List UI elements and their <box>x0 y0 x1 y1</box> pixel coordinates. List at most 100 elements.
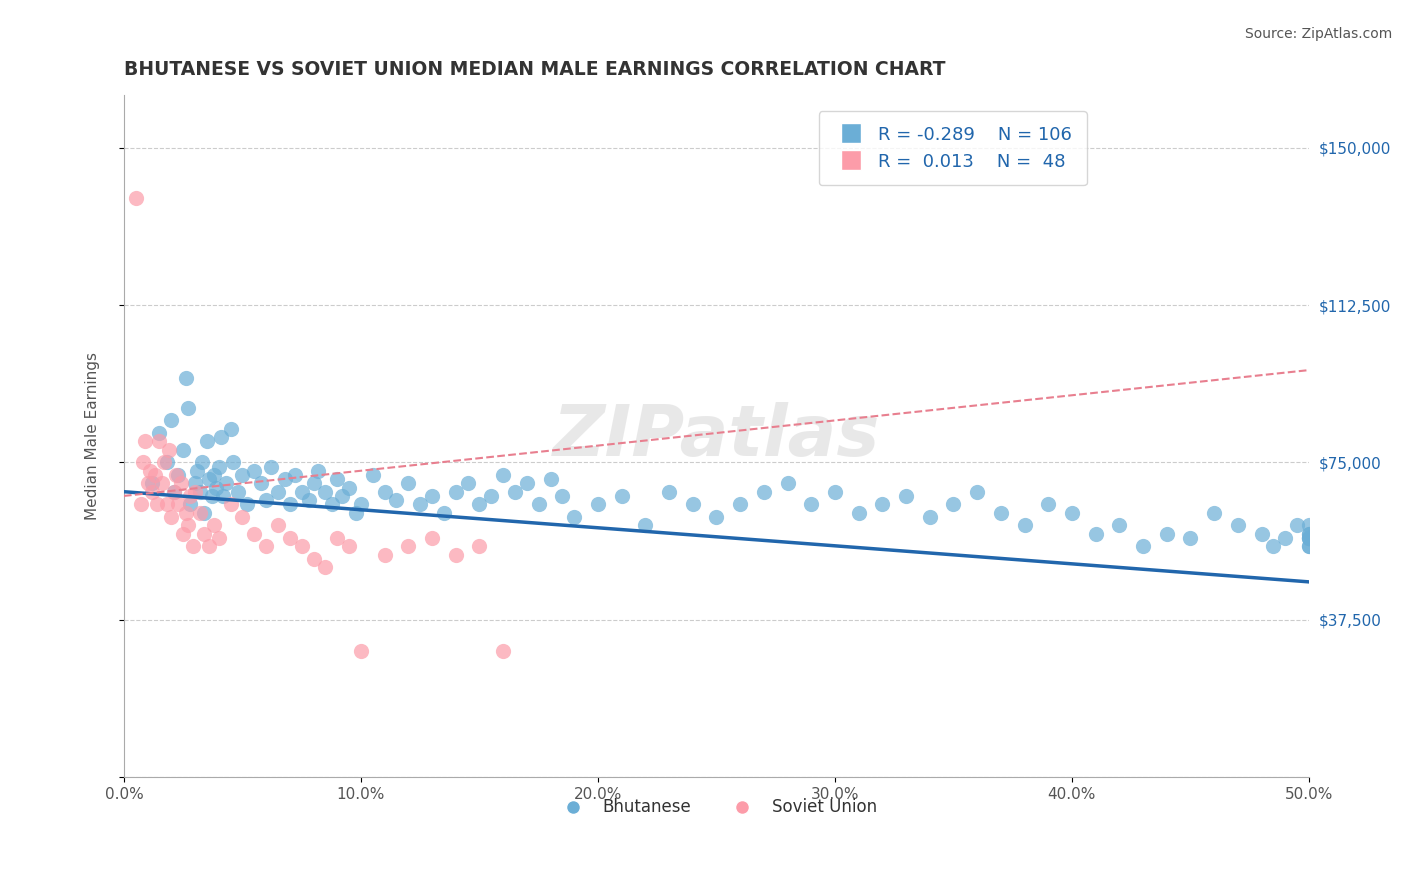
Point <box>250 476 273 491</box>
Point <box>1132 539 1154 553</box>
Point <box>1180 531 1202 545</box>
Point <box>682 497 704 511</box>
Point <box>1298 518 1320 533</box>
Point <box>160 509 183 524</box>
Point <box>167 467 190 482</box>
Point <box>153 455 176 469</box>
Point <box>872 497 894 511</box>
Point <box>409 497 432 511</box>
Text: BHUTANESE VS SOVIET UNION MEDIAN MALE EARNINGS CORRELATION CHART: BHUTANESE VS SOVIET UNION MEDIAN MALE EA… <box>124 60 945 78</box>
Point <box>212 489 235 503</box>
Point <box>468 539 491 553</box>
Point <box>468 497 491 511</box>
Point <box>191 455 214 469</box>
Point <box>551 489 574 503</box>
Point <box>361 467 384 482</box>
Point <box>314 560 336 574</box>
Point <box>1298 539 1320 553</box>
Point <box>321 497 343 511</box>
Point <box>177 518 200 533</box>
Point <box>1014 518 1036 533</box>
Point <box>202 518 225 533</box>
Point <box>1084 526 1107 541</box>
Point <box>139 464 162 478</box>
Point <box>337 481 360 495</box>
Point <box>1298 531 1320 545</box>
Point <box>586 497 609 511</box>
Point <box>163 484 186 499</box>
Point <box>752 484 775 499</box>
Point <box>143 467 166 482</box>
Point <box>540 472 562 486</box>
Point <box>1274 531 1296 545</box>
Point <box>942 497 965 511</box>
Point <box>186 464 208 478</box>
Point <box>267 484 290 499</box>
Point <box>1156 526 1178 541</box>
Point <box>260 459 283 474</box>
Point <box>141 476 163 491</box>
Point <box>132 455 155 469</box>
Point <box>278 531 301 545</box>
Point <box>231 509 253 524</box>
Point <box>516 476 538 491</box>
Point <box>1263 539 1285 553</box>
Point <box>146 497 169 511</box>
Point <box>658 484 681 499</box>
Point <box>254 539 277 553</box>
Point <box>1286 518 1309 533</box>
Point <box>503 484 526 499</box>
Point <box>344 506 367 520</box>
Text: ZIPatlas: ZIPatlas <box>553 401 880 471</box>
Point <box>824 484 846 499</box>
Point <box>1298 531 1320 545</box>
Point <box>492 467 515 482</box>
Point <box>728 497 751 511</box>
Point <box>205 481 228 495</box>
Point <box>243 464 266 478</box>
Point <box>492 644 515 658</box>
Point <box>219 497 242 511</box>
Point <box>457 476 479 491</box>
Text: Source: ZipAtlas.com: Source: ZipAtlas.com <box>1244 27 1392 41</box>
Point <box>198 472 221 486</box>
Point <box>1108 518 1130 533</box>
Point <box>177 401 200 415</box>
Point <box>125 191 148 205</box>
Point <box>848 506 870 520</box>
Point <box>236 497 259 511</box>
Point <box>155 455 177 469</box>
Point <box>314 484 336 499</box>
Point <box>479 489 502 503</box>
Point <box>278 497 301 511</box>
Point <box>326 531 349 545</box>
Point <box>800 497 823 511</box>
Point <box>209 430 232 444</box>
Point <box>610 489 633 503</box>
Point <box>350 644 373 658</box>
Point <box>1298 526 1320 541</box>
Point <box>274 472 297 486</box>
Y-axis label: Median Male Earnings: Median Male Earnings <box>86 352 100 520</box>
Point <box>385 493 408 508</box>
Point <box>184 484 207 499</box>
Point <box>433 506 456 520</box>
Point <box>298 493 321 508</box>
Point <box>776 476 799 491</box>
Point <box>231 467 253 482</box>
Point <box>200 489 222 503</box>
Point <box>202 467 225 482</box>
Point <box>174 371 197 385</box>
Point <box>172 442 194 457</box>
Point <box>179 497 201 511</box>
Point <box>444 548 467 562</box>
Point <box>1226 518 1249 533</box>
Point <box>150 476 173 491</box>
Point <box>1038 497 1060 511</box>
Point <box>396 539 419 553</box>
Point <box>1298 531 1320 545</box>
Point <box>291 484 314 499</box>
Point <box>291 539 314 553</box>
Point <box>155 497 177 511</box>
Point <box>148 425 170 440</box>
